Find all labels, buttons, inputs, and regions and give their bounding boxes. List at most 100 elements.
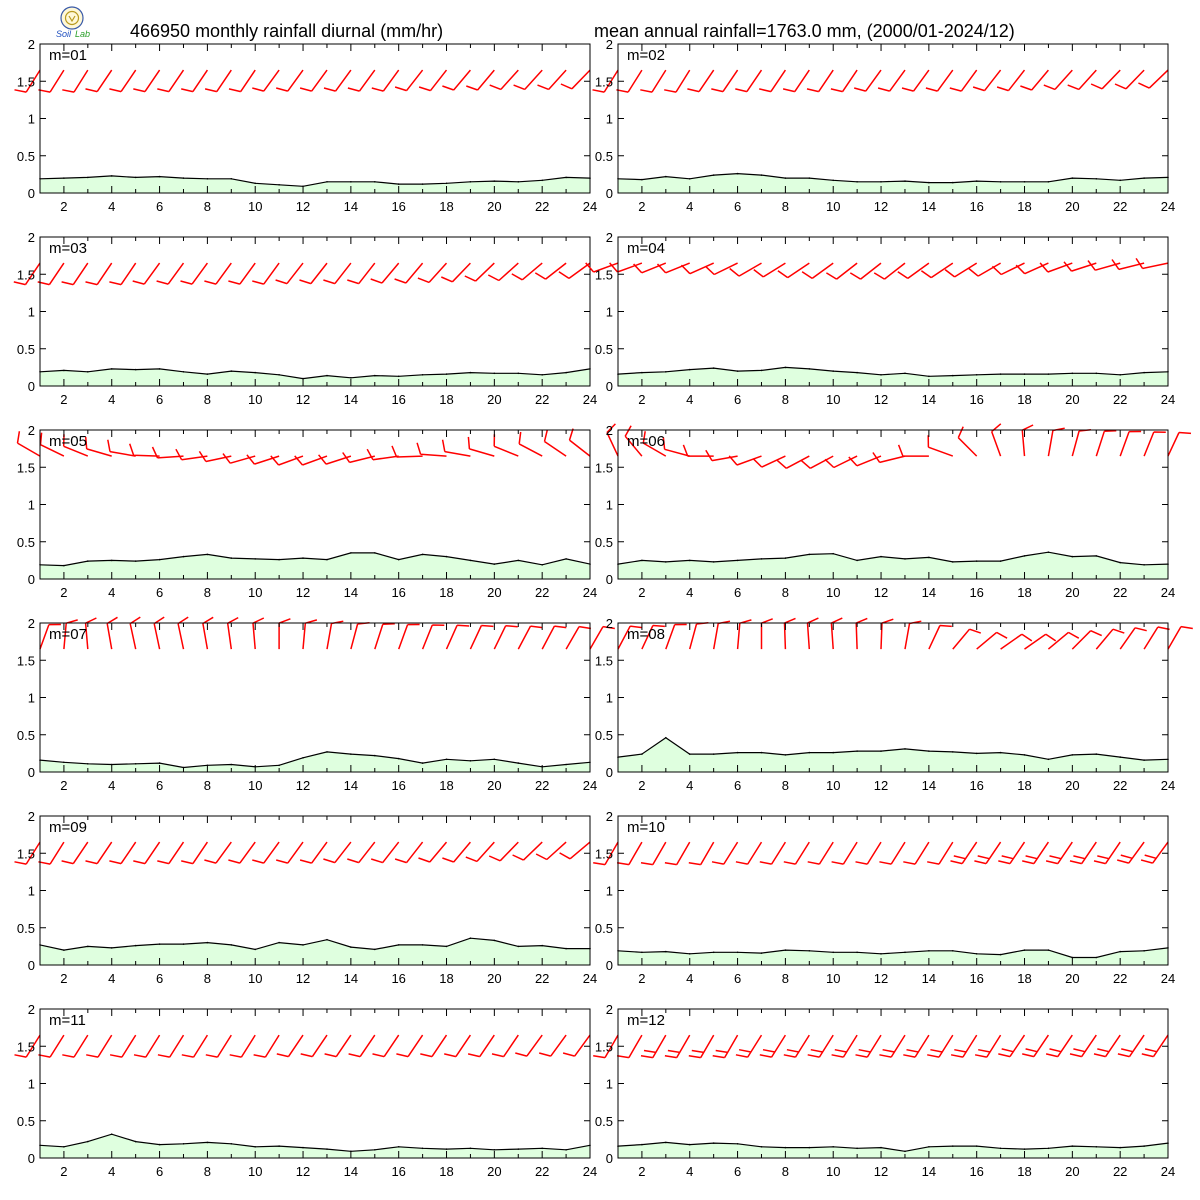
wind-barb [133,1034,161,1058]
y-tick-label: 1.5 [595,846,613,861]
y-tick-label: 1 [606,498,613,513]
rain-point [1119,756,1121,758]
rain-point [832,1146,834,1148]
rain-point [350,753,352,755]
rain-point [517,762,520,764]
wind-barb [14,841,41,865]
wind-barb [760,618,773,650]
y-tick-label: 1 [28,884,35,899]
x-tick-label: 16 [969,971,983,986]
rain-point [445,373,448,375]
month-label: m=08 [627,626,665,643]
y-tick-label: 2 [606,616,613,631]
x-tick-label: 14 [922,1164,936,1179]
x-tick-label: 24 [1161,585,1175,600]
x-tick-label: 20 [487,585,501,600]
rain-point [206,553,209,556]
rain-point [999,560,1002,562]
rain-point [397,944,400,946]
x-tick-label: 16 [391,971,405,986]
wind-barb [688,841,715,866]
wind-barb [624,425,643,457]
plot-frame [39,43,591,194]
rain-point [952,561,954,563]
wind-barb [488,841,519,862]
wind-barb [444,1034,472,1058]
rain-point [736,751,739,754]
x-tick-label: 8 [782,392,789,407]
panel-3: 00.511.522 4 6 8 10 12 14 16 18 20 22 24m=03 [13,230,597,407]
x-tick-label: 22 [1113,199,1127,214]
rain-point [1095,178,1098,180]
rain-point [87,371,89,373]
wind-barb [783,1034,810,1058]
wind-barb [877,69,906,92]
wind-barb [177,616,189,650]
wind-barb [326,620,344,650]
rain-point [445,945,448,948]
rain-point [808,177,811,179]
y-tick-label: 2 [28,423,35,438]
x-tick-label: 24 [583,971,597,986]
x-tick-label: 18 [1017,778,1031,793]
rain-point [469,181,472,183]
wind-barb [420,1034,448,1058]
month-label: m=06 [627,433,665,450]
wind-barb [976,631,1008,650]
rain-line [39,175,591,187]
rain-line [617,736,1169,761]
wind-barb [1140,841,1169,864]
x-tick-label: 22 [535,585,549,600]
x-tick-label: 22 [1113,778,1127,793]
wind-barb [854,69,882,92]
wind-barb [664,841,691,866]
rain-point [445,1148,448,1150]
x-tick-label: 20 [1065,392,1079,407]
rain-point [999,751,1002,754]
wind-barb [901,69,930,92]
x-tick-label: 8 [782,1164,789,1179]
wind-barb [252,69,280,92]
wind-barb [129,616,141,650]
rain-point [517,372,520,375]
y-tick-label: 1 [606,1077,613,1092]
x-tick-label: 18 [1017,199,1031,214]
wind-barb [830,69,858,93]
rain-point [665,736,667,739]
rain-point [641,753,643,755]
x-tick-label: 2 [60,1164,67,1179]
wind-barb [806,69,834,93]
wind-barb [397,623,420,650]
panel-11: 00.511.522 4 6 8 10 12 14 16 18 20 22 24m=11 [14,1002,597,1179]
wind-barb [465,841,495,863]
x-tick-label: 18 [439,778,453,793]
wind-barb [950,1034,978,1058]
rain-point [928,556,930,559]
x-tick-label: 22 [535,1164,549,1179]
y-tick-label: 0.5 [17,535,35,550]
rain-point [158,175,161,178]
wind-barb [157,1034,185,1058]
y-tick-label: 2 [28,230,35,245]
x-tick-label: 8 [204,585,211,600]
x-tick-label: 22 [1113,585,1127,600]
wind-barb [396,1034,424,1058]
y-tick-label: 0.5 [595,728,613,743]
x-tick-label: 8 [204,1164,211,1179]
rain-point [350,946,352,948]
wind-barb [705,449,738,462]
wind-barb [736,619,752,650]
rain-point [565,763,567,766]
rain-point [736,1143,739,1145]
rain-point [1023,754,1026,756]
y-tick-label: 0.5 [595,342,613,357]
x-tick-label: 14 [922,585,936,600]
wind-barb [372,1034,400,1058]
wind-barb [1071,429,1092,457]
x-tick-label: 4 [686,585,693,600]
rain-point [87,176,89,179]
wind-barb [800,455,834,469]
y-tick-label: 0 [606,765,613,780]
rain-point [469,760,472,762]
wind-barb [753,262,786,278]
